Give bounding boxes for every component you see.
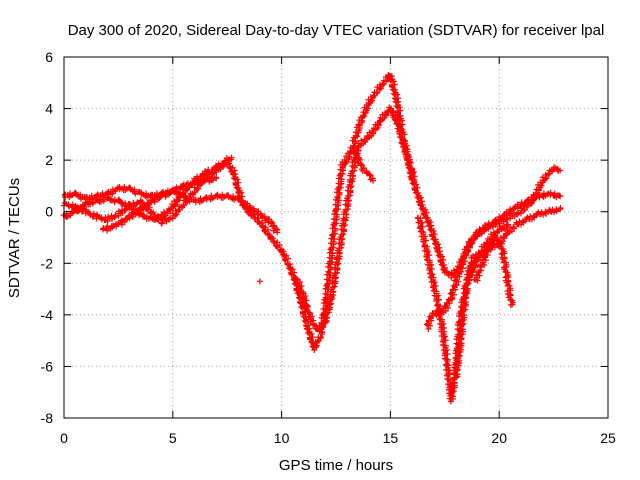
y-axis-ticks: -8 -6 -4 -2 0 2 4 6 <box>41 49 608 426</box>
series-4-markers <box>100 174 220 234</box>
y-tick-label: 6 <box>45 49 53 65</box>
x-tick-label: 15 <box>383 430 399 446</box>
series-2 <box>61 183 281 236</box>
series-9 <box>451 204 564 380</box>
series-4 <box>100 174 220 234</box>
series-6 <box>351 149 376 184</box>
y-tick-label: -4 <box>41 307 54 323</box>
y-tick-label: -2 <box>41 255 54 271</box>
series-6-markers <box>351 149 376 184</box>
x-axis-ticks: 0 5 10 15 20 25 <box>60 57 616 446</box>
series-10 <box>471 233 517 308</box>
series-2-markers <box>61 183 281 236</box>
x-tick-label: 25 <box>600 430 616 446</box>
x-axis-label: GPS time / hours <box>279 457 393 474</box>
series-8 <box>423 189 564 332</box>
series-10-markers <box>471 233 517 308</box>
plot-frame <box>63 56 609 419</box>
y-tick-label: -8 <box>41 410 54 426</box>
series-5 <box>290 104 418 334</box>
y-tick-label: 0 <box>45 204 53 220</box>
y-tick-label: 4 <box>45 101 53 117</box>
series-3-markers <box>60 154 235 223</box>
x-tick-label: 0 <box>60 430 68 446</box>
series-11 <box>256 278 263 285</box>
x-tick-label: 20 <box>491 430 507 446</box>
x-tick-label: 5 <box>169 430 177 446</box>
y-tick-label: 2 <box>45 152 53 168</box>
grid <box>64 57 608 418</box>
chart-title: Day 300 of 2020, Sidereal Day-to-day VTE… <box>68 22 605 39</box>
series-3 <box>60 154 235 223</box>
series-5-markers <box>290 104 418 334</box>
series-9-markers <box>451 204 564 380</box>
y-tick-label: -6 <box>41 358 54 374</box>
y-axis-label: SDTVAR / TECUs <box>6 178 23 298</box>
series-11-markers <box>256 278 263 285</box>
x-tick-label: 10 <box>274 430 290 446</box>
data-series <box>60 71 564 405</box>
series-8-markers <box>423 189 564 332</box>
